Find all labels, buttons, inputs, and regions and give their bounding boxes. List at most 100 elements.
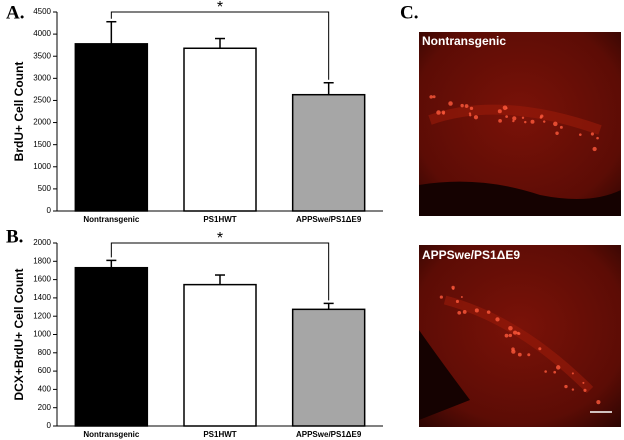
- y-tick-label: 3000: [33, 73, 51, 82]
- significance-label: *: [217, 230, 223, 247]
- y-tick-label: 0: [47, 421, 52, 430]
- cell-dot: [511, 349, 516, 354]
- cell-dot: [516, 331, 520, 335]
- cell-dot: [583, 388, 587, 392]
- y-tick-label: 3500: [33, 51, 51, 60]
- micrograph: [419, 245, 621, 427]
- cell-dot: [474, 308, 479, 313]
- cell-dot: [555, 131, 559, 135]
- chart: B. DCX+BrdU+ Cell Count 0 200 400 600 800 1000 1…: [6, 226, 383, 439]
- cell-dot: [512, 119, 515, 123]
- cell-dot: [505, 115, 508, 118]
- cell-dot: [582, 381, 585, 384]
- cell-dot: [508, 333, 513, 338]
- cell-dot: [556, 365, 561, 370]
- dark-region: [419, 330, 470, 420]
- cell-dot: [452, 287, 455, 290]
- significance-label: *: [217, 0, 223, 16]
- image-label: APPSwe/PS1ΔE9: [422, 248, 520, 262]
- cell-dot: [590, 132, 594, 136]
- y-tick-label: 500: [38, 184, 52, 193]
- y-tick-label: 200: [38, 403, 52, 412]
- cell-dot: [508, 325, 513, 331]
- panel-label: C.: [400, 2, 418, 23]
- cell-dot: [571, 388, 575, 391]
- cell-dot: [564, 384, 568, 389]
- cell-dot: [504, 333, 509, 338]
- y-axis-title: DCX+BrdU+ Cell Count: [12, 268, 26, 400]
- cell-dot: [553, 121, 558, 127]
- bar: [74, 43, 149, 212]
- cell-dot: [448, 101, 453, 106]
- cell-dot: [462, 310, 467, 314]
- cell-dot: [571, 372, 574, 375]
- y-tick-label: 1000: [33, 330, 51, 339]
- micrograph: [419, 32, 621, 216]
- cell-dot: [497, 109, 502, 114]
- cell-dot: [464, 104, 469, 108]
- dark-region: [419, 181, 621, 216]
- y-tick-label: 1800: [33, 256, 51, 265]
- y-tick-label: 2500: [33, 96, 51, 105]
- y-tick-label: 1500: [33, 140, 51, 149]
- y-tick-label: 1400: [33, 293, 51, 302]
- bar: [291, 308, 366, 427]
- significance-bracket: [110, 242, 330, 301]
- y-tick-label: 1000: [33, 162, 51, 171]
- cell-dot: [592, 146, 597, 152]
- x-tick-label: PS1HWT: [203, 430, 236, 439]
- cell-dot: [498, 118, 502, 123]
- y-tick-label: 1600: [33, 275, 51, 284]
- cell-dot: [486, 310, 491, 314]
- cell-dot: [455, 299, 459, 304]
- cell-dot: [517, 352, 522, 357]
- x-tick-label: Nontransgenic: [83, 215, 140, 224]
- bar: [183, 283, 257, 427]
- cell-dot: [429, 95, 433, 99]
- cell-dot: [439, 295, 443, 299]
- y-tick-label: 0: [47, 206, 52, 215]
- bar: [291, 93, 366, 212]
- significance-bracket: [110, 11, 330, 80]
- cell-dot: [502, 105, 508, 111]
- cell-dot: [512, 116, 517, 121]
- cell-dot: [442, 112, 445, 115]
- cell-dot: [469, 114, 472, 117]
- y-tick-label: 1200: [33, 311, 51, 320]
- cell-dot: [460, 103, 464, 108]
- x-tick-label: APPSwe/PS1ΔE9: [296, 430, 362, 439]
- x-tick-label: Nontransgenic: [83, 430, 140, 439]
- panel-label: B.: [6, 226, 23, 247]
- x-tick-label: PS1HWT: [203, 215, 236, 224]
- cell-dot: [527, 353, 531, 357]
- cell-dot: [553, 370, 557, 374]
- y-tick-label: 800: [38, 348, 52, 357]
- bar: [74, 266, 149, 427]
- cell-dot: [521, 116, 525, 120]
- cell-dot: [559, 125, 563, 129]
- cell-dot: [596, 136, 599, 140]
- cell-dot: [473, 115, 479, 120]
- x-tick-label: APPSwe/PS1ΔE9: [296, 215, 362, 224]
- cell-dot: [495, 317, 500, 322]
- chart: A. BrdU+ Cell Count 0 500 1000 1500 2000 2500 30…: [6, 0, 383, 224]
- cell-dot: [544, 370, 547, 373]
- cell-dot: [524, 120, 527, 124]
- cell-dot: [457, 310, 462, 315]
- cell-dot: [538, 347, 542, 351]
- cell-dot: [432, 95, 436, 99]
- y-tick-label: 4000: [33, 29, 51, 38]
- y-tick-label: 2000: [33, 118, 51, 127]
- y-tick-label: 400: [38, 385, 52, 394]
- image-label: Nontransgenic: [422, 34, 506, 48]
- cell-layer: [428, 104, 602, 135]
- cell-dot: [578, 133, 582, 136]
- bar: [183, 47, 257, 212]
- y-axis-title: BrdU+ Cell Count: [12, 62, 26, 162]
- cell-dot: [596, 400, 601, 405]
- cell-dot: [436, 110, 441, 115]
- cell-dot: [539, 116, 543, 119]
- cell-dot: [460, 295, 463, 298]
- cell-dot: [468, 112, 472, 115]
